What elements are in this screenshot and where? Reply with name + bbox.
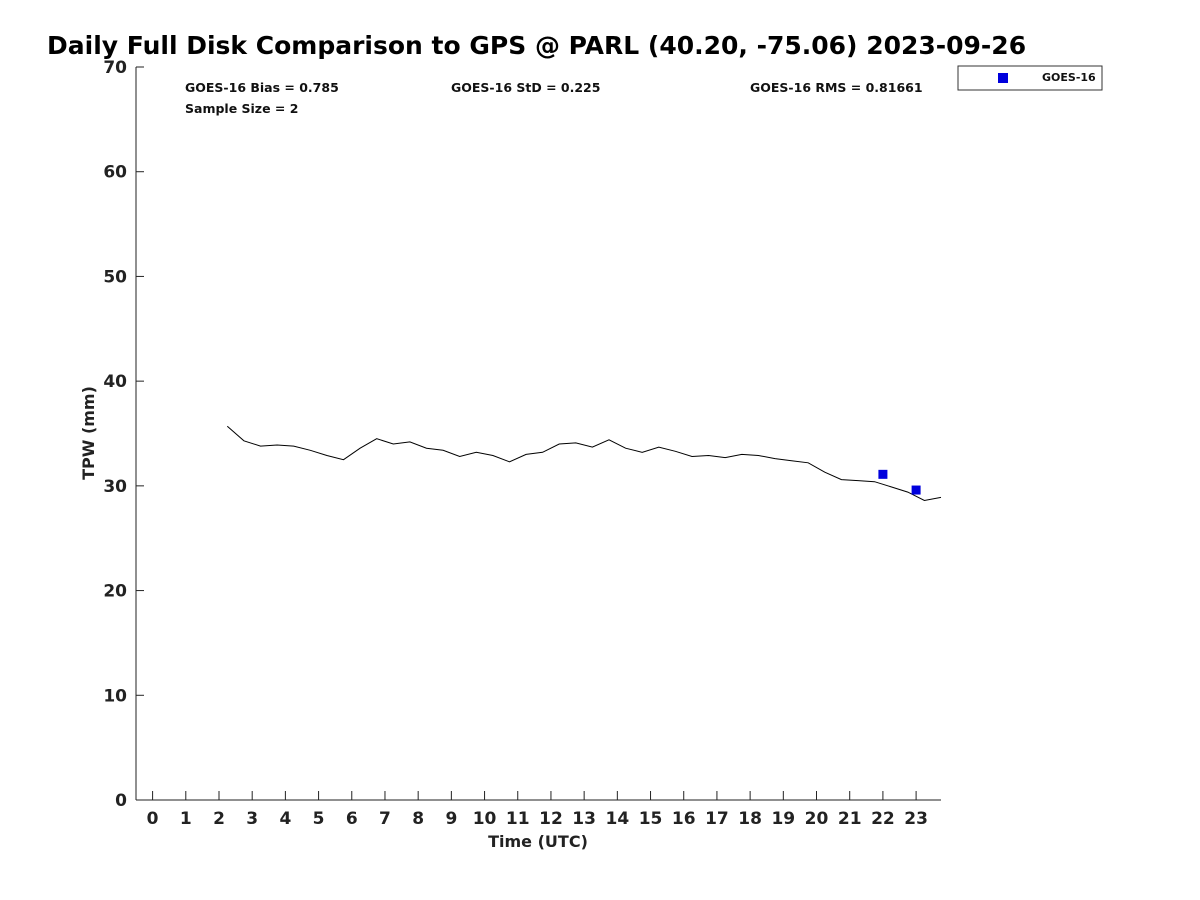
x-tick-label: 3 (246, 809, 258, 829)
x-tick-label: 4 (279, 809, 291, 829)
legend-label-goes-16: GOES-16 (1042, 71, 1096, 84)
legend-box (957, 65, 1103, 91)
goes-16-markers (878, 469, 921, 495)
rms-annotation: GOES-16 RMS = 0.81661 (750, 80, 923, 95)
y-tick-label: 10 (103, 686, 127, 706)
legend: GOES-16 (957, 65, 1103, 91)
x-tick-label: 5 (313, 809, 325, 829)
y-tick-label: 0 (115, 791, 127, 811)
axes (135, 67, 941, 801)
x-tick-label: 19 (771, 809, 795, 829)
x-tick-label: 23 (904, 809, 928, 829)
chart-title: Daily Full Disk Comparison to GPS @ PARL… (47, 31, 1026, 60)
x-tick-label: 12 (539, 809, 563, 829)
x-tick-label: 1 (180, 809, 192, 829)
x-axis-label: Time (UTC) (488, 832, 588, 851)
x-tick-label: 8 (412, 809, 424, 829)
x-tick-label: 10 (473, 809, 497, 829)
x-ticks: 0 1 2 3 4 5 6 7 8 9 10 11 12 13 14 15 16 17 18 19 20 21 22 23 (147, 791, 928, 829)
x-tick-label: 14 (606, 809, 630, 829)
x-tick-label: 2 (213, 809, 225, 829)
x-tick-label: 6 (346, 809, 358, 829)
x-tick-label: 15 (639, 809, 663, 829)
x-tick-label: 13 (572, 809, 596, 829)
sample-size-annotation: Sample Size = 2 (185, 101, 298, 116)
bias-annotation: GOES-16 Bias = 0.785 (185, 80, 339, 95)
y-tick-label: 60 (103, 163, 127, 183)
y-ticks: 0 10 20 30 40 50 60 70 (103, 58, 144, 811)
x-tick-label: 0 (147, 809, 159, 829)
legend-swatch-goes-16 (998, 73, 1008, 83)
x-tick-label: 18 (738, 809, 762, 829)
x-tick-label: 7 (379, 809, 391, 829)
x-tick-label: 20 (805, 809, 829, 829)
y-tick-label: 40 (103, 372, 127, 392)
y-tick-label: 20 (103, 582, 127, 602)
y-tick-label: 50 (103, 267, 127, 287)
y-tick-label: 30 (103, 477, 127, 497)
x-tick-label: 22 (871, 809, 895, 829)
gps-series-line (226, 425, 942, 502)
x-tick-label: 17 (705, 809, 729, 829)
y-tick-label: 70 (103, 58, 127, 78)
x-tick-label: 16 (672, 809, 696, 829)
x-tick-label: 21 (838, 809, 862, 829)
goes-16-point (878, 469, 888, 479)
std-annotation: GOES-16 StD = 0.225 (451, 80, 600, 95)
goes-16-point (911, 485, 921, 495)
y-axis-label: TPW (mm) (79, 386, 98, 480)
x-tick-label: 11 (506, 809, 530, 829)
plot-area (226, 425, 942, 502)
x-tick-label: 9 (445, 809, 457, 829)
